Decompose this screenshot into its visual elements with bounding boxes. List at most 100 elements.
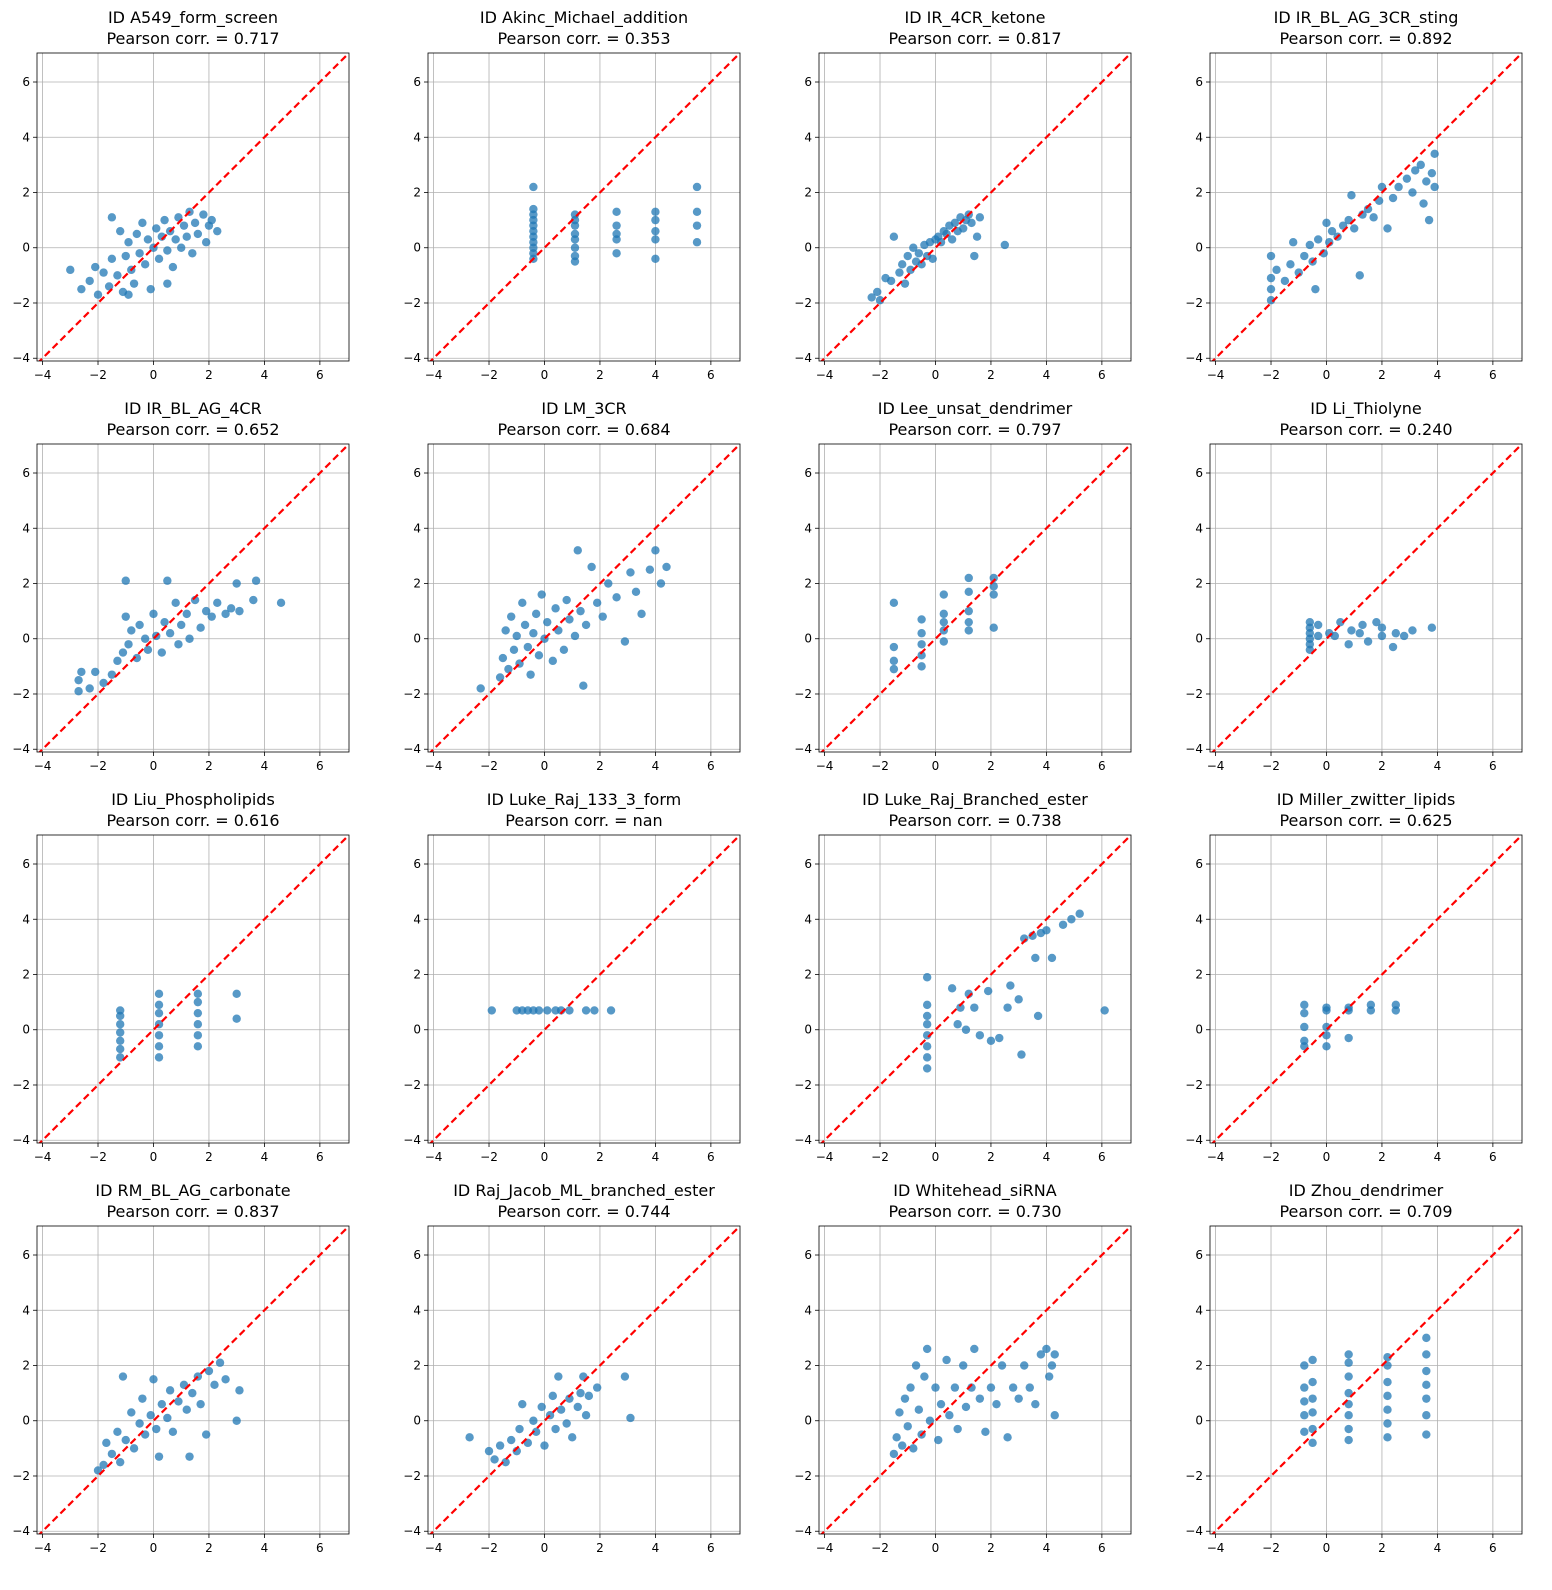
dataset-id: Luke_Raj_133_3_form [509, 790, 681, 810]
data-point [182, 609, 191, 619]
data-point [129, 1444, 139, 1453]
title-prefix: ID [878, 399, 900, 418]
data-point [947, 984, 957, 993]
data-point [895, 1408, 904, 1417]
x-tick-label: 6 [707, 1150, 715, 1164]
data-point [185, 634, 194, 643]
data-point [188, 249, 197, 258]
data-point [964, 573, 973, 583]
data-point [171, 598, 180, 608]
subplot-A549_form_screen: −4 −2 0 2 4 6 −4 −2 0 2 4 6 ID A549_form_screenPears… [12, 8, 350, 382]
y-tick-label: 6 [1195, 466, 1203, 480]
y-tick-label: 2 [804, 1358, 812, 1372]
data-point [154, 1452, 164, 1461]
data-point [520, 620, 530, 630]
data-point [529, 1416, 538, 1425]
subplot-Luke_Raj_133_3_form: −4 −2 0 2 4 6 −4 −2 0 2 4 6 ID Luke_Raj_133_3_formPe… [403, 790, 741, 1164]
subplot-correlation: Pearson corr. = 0.684 [497, 420, 670, 439]
corr-prefix: Pearson corr. = [1279, 1202, 1406, 1221]
points-group [429, 53, 740, 361]
title-prefix: ID [1274, 8, 1296, 27]
data-point [140, 634, 150, 643]
data-point [199, 210, 208, 219]
data-point [1430, 149, 1439, 159]
data-point [950, 218, 960, 228]
y-tick-label: 6 [1195, 75, 1203, 89]
data-point [201, 606, 211, 616]
data-point [928, 254, 937, 263]
data-point [1300, 1397, 1309, 1406]
data-point [920, 1372, 929, 1381]
y-tick-label: 6 [804, 466, 812, 480]
data-point [1266, 251, 1276, 261]
identity-line [820, 53, 1131, 361]
x-tick-label: 6 [1098, 1150, 1106, 1164]
data-point [168, 262, 178, 272]
data-point [562, 1419, 571, 1428]
data-point [154, 1042, 164, 1051]
data-point [210, 1380, 219, 1390]
data-point [612, 249, 621, 258]
data-point [909, 243, 918, 252]
data-point [132, 229, 142, 239]
subplot-title: ID Miller_zwitter_lipids [1277, 790, 1456, 810]
data-point [922, 1344, 932, 1354]
title-prefix: ID [453, 1181, 475, 1200]
data-point [179, 221, 189, 230]
data-point [190, 218, 200, 228]
x-tick-label: −4 [816, 368, 834, 382]
y-tick-label: 4 [1195, 130, 1203, 144]
data-point [1411, 166, 1420, 175]
data-point [1280, 276, 1290, 286]
data-point [152, 224, 161, 233]
data-point [113, 1427, 122, 1436]
subplot-title: ID RM_BL_AG_carbonate [95, 1181, 290, 1201]
data-point [201, 1430, 211, 1439]
data-point [235, 606, 244, 616]
data-point [1300, 251, 1309, 261]
identity-line [1211, 1226, 1522, 1534]
y-tick-label: −2 [12, 1078, 30, 1092]
y-tick-label: 2 [804, 185, 812, 199]
data-point [1372, 617, 1381, 627]
data-point [911, 1361, 921, 1370]
data-point [107, 213, 117, 222]
y-tick-label: −2 [12, 296, 30, 310]
subplot-RM_BL_AG_carbonate: −4 −2 0 2 4 6 −4 −2 0 2 4 6 ID RM_BL_AG_carbonatePea… [12, 1181, 350, 1555]
data-point [886, 276, 896, 286]
data-point [196, 1399, 205, 1409]
data-point [135, 1419, 144, 1428]
data-point [953, 1424, 962, 1434]
data-point [1369, 213, 1378, 222]
data-point [138, 1394, 147, 1403]
data-point [1408, 188, 1417, 197]
x-tick-label: 4 [261, 1150, 269, 1164]
data-point [1042, 926, 1051, 935]
x-tick-label: −2 [480, 1150, 498, 1164]
data-point [99, 1460, 108, 1470]
y-tick-label: −2 [1185, 687, 1203, 701]
data-point [1313, 631, 1323, 641]
data-point [1383, 224, 1392, 233]
data-point [1399, 631, 1409, 641]
data-point [1308, 1394, 1317, 1403]
subplot-title: ID Lee_unsat_dendrimer [878, 399, 1073, 419]
data-point [207, 215, 216, 225]
corr-prefix: Pearson corr. = [497, 29, 624, 48]
data-point [116, 1028, 125, 1037]
data-point [889, 656, 899, 666]
y-tick-label: −4 [403, 1524, 421, 1538]
data-point [1350, 224, 1359, 233]
data-point [565, 1006, 574, 1015]
y-tick-label: −4 [12, 1524, 30, 1538]
data-point [1025, 1383, 1034, 1392]
axes-frame [36, 52, 350, 362]
data-point [157, 1399, 166, 1409]
title-prefix: ID [904, 8, 926, 27]
data-point [121, 576, 130, 585]
y-tick-label: 0 [804, 1023, 812, 1037]
data-point [1422, 1333, 1431, 1343]
data-point [1366, 1000, 1376, 1010]
data-point [498, 653, 508, 663]
